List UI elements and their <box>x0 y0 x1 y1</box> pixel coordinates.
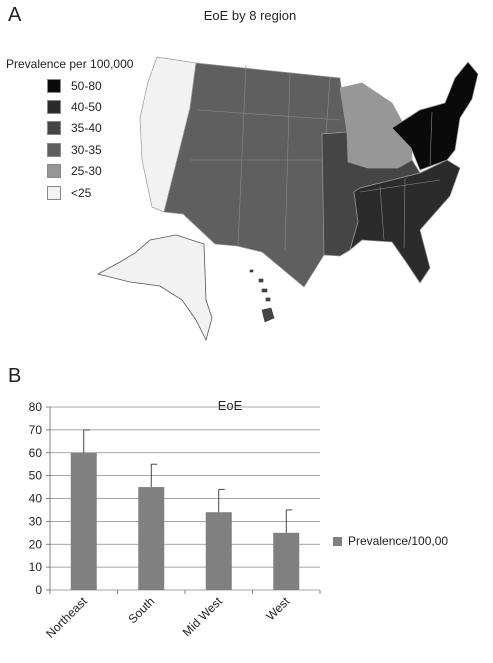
y-tick-label: 10 <box>29 560 43 574</box>
map-legend-swatch <box>47 79 61 93</box>
series-legend-label: Prevalence/100,00 <box>348 534 449 548</box>
map-legend-label: 50-80 <box>71 79 102 93</box>
map-legend-swatch <box>47 100 61 114</box>
map-region-hawaii <box>249 269 275 323</box>
y-tick-label: 0 <box>35 583 42 597</box>
map-legend-item: <25 <box>47 186 91 200</box>
map-legend-item: 50-80 <box>47 79 102 93</box>
map-legend-item: 30-35 <box>47 143 102 157</box>
series-legend: Prevalence/100,00 <box>333 534 448 548</box>
map-region-northeast <box>391 61 479 171</box>
x-tick-label: Northeast <box>43 594 90 641</box>
panel-b-letter: B <box>8 365 22 387</box>
map-legend-title: Prevalence per 100,000 <box>6 57 134 71</box>
bar <box>273 532 300 590</box>
map-legend-item: 40-50 <box>47 100 102 114</box>
x-tick-label: Mid West <box>180 594 226 640</box>
map-region-alaska <box>96 234 213 342</box>
series-legend-swatch <box>333 536 342 546</box>
bar <box>205 512 232 590</box>
y-tick-label: 50 <box>29 469 43 483</box>
map-region-southeast <box>349 159 461 284</box>
x-tick-label: South <box>125 594 157 626</box>
state-borders <box>190 64 441 251</box>
y-tick-label: 80 <box>29 400 43 414</box>
x-tick-label: West <box>263 594 293 624</box>
y-tick-label: 20 <box>29 537 43 551</box>
panel-a-letter: A <box>8 4 22 26</box>
map-legend-label: <25 <box>71 186 92 200</box>
map-legend-item: 35-40 <box>47 121 102 135</box>
map-legend-swatch <box>47 143 61 157</box>
y-tick-label: 70 <box>29 423 43 437</box>
map-legend-swatch <box>47 186 61 200</box>
map-legend-label: 25-30 <box>71 164 102 178</box>
map-legend-label: 40-50 <box>71 100 102 114</box>
bar <box>138 487 165 590</box>
map-legend-item: 25-30 <box>47 164 102 178</box>
map-legend-swatch <box>47 164 61 178</box>
us-region-map <box>96 56 479 342</box>
map-legend-label: 35-40 <box>71 121 102 135</box>
y-tick-label: 40 <box>29 492 43 506</box>
map-legend-swatch <box>47 121 61 135</box>
y-tick-label: 30 <box>29 514 43 528</box>
bar <box>70 452 97 590</box>
map-legend-label: 30-35 <box>71 143 102 157</box>
map-title: EoE by 8 region <box>203 8 297 23</box>
chart-title: EoE <box>217 398 243 413</box>
y-tick-label: 60 <box>29 446 43 460</box>
